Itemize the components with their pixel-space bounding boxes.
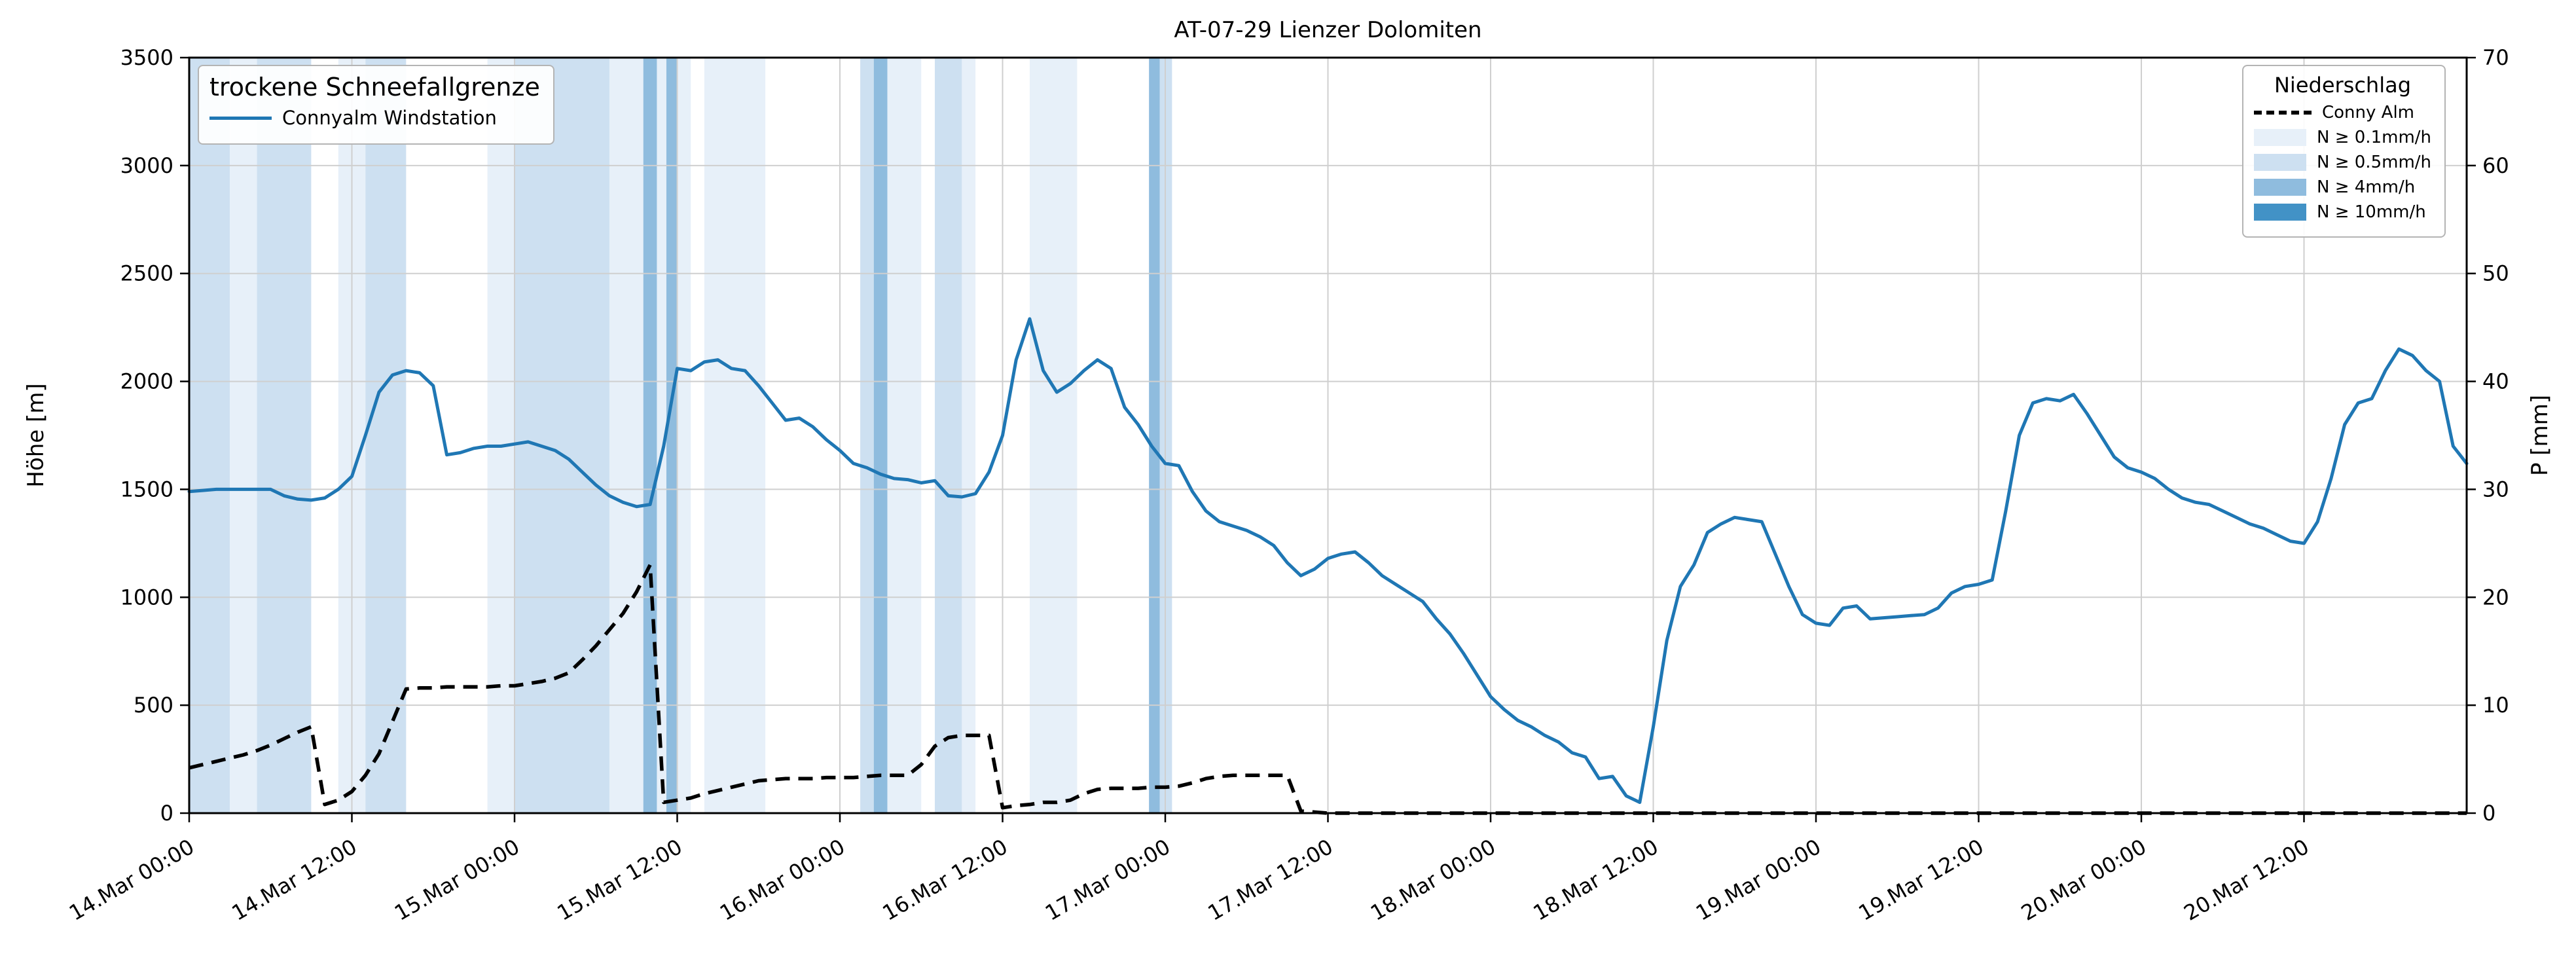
y-axis-label-left: Höhe [m]: [23, 383, 49, 488]
y-left-tick-label: 1000: [120, 585, 173, 610]
y-left-tick-label: 0: [160, 801, 173, 826]
x-tick-label: 15.Mar 00:00: [390, 834, 524, 926]
precip-band: [230, 58, 257, 813]
x-tick-label: 16.Mar 12:00: [878, 834, 1011, 926]
tick-marks: [180, 56, 2476, 822]
x-tick-label: 20.Mar 00:00: [2017, 834, 2150, 926]
legend-entry-label: Connyalm Windstation: [282, 107, 497, 129]
precip-band: [189, 58, 230, 813]
precip-bands: [189, 58, 1172, 813]
y-right-tick-label: 0: [2482, 801, 2495, 826]
y-left-tick-label: 500: [134, 693, 173, 718]
y-left-tick-label: 2500: [120, 261, 173, 286]
precip-band: [1029, 58, 1078, 813]
precip-band: [609, 58, 644, 813]
y-right-tick-label: 40: [2482, 369, 2509, 394]
x-tick-label: 14.Mar 00:00: [65, 834, 198, 926]
legend-entry-label: Conny Alm: [2322, 103, 2415, 122]
precip-band: [860, 58, 874, 813]
legend-precipitation-title: Niederschlag: [2274, 73, 2412, 98]
precip-band: [365, 58, 407, 813]
legend-snowline: trockene Schneefallgrenze Connyalm Winds…: [198, 65, 554, 145]
legend-entry-connyalm-windstation: Connyalm Windstation: [209, 107, 540, 129]
precip-band: [257, 58, 312, 813]
x-tick-label: 17.Mar 00:00: [1041, 834, 1174, 926]
precip-level-swatch-icon: [2254, 154, 2306, 171]
legend-entry-conny-alm: Conny Alm: [2254, 103, 2431, 122]
y-right-tick-label: 30: [2482, 477, 2509, 502]
precip-band: [962, 58, 976, 813]
x-tick-label: 16.Mar 00:00: [716, 834, 849, 926]
precip-band: [1159, 58, 1172, 813]
precip-band: [643, 58, 657, 813]
y-right-tick-label: 10: [2482, 693, 2509, 718]
x-tick-label: 19.Mar 12:00: [1854, 834, 1987, 926]
legend-precipitation: Niederschlag Conny Alm N ≥ 0.1mm/h N ≥ 0…: [2242, 65, 2446, 238]
precip-band: [704, 58, 766, 813]
precip-band: [487, 58, 515, 813]
precip-band: [677, 58, 691, 813]
x-tick-label: 14.Mar 12:00: [227, 834, 361, 926]
solid-line-sample-icon: [209, 116, 272, 120]
precip-level-swatch-icon: [2254, 129, 2306, 146]
y-right-tick-label: 20: [2482, 585, 2509, 610]
x-tick-label: 20.Mar 12:00: [2179, 834, 2313, 926]
y-right-tick-label: 70: [2482, 45, 2509, 70]
precip-band: [887, 58, 922, 813]
y-left-tick-label: 2000: [120, 369, 173, 394]
precip-level-swatch-icon: [2254, 179, 2306, 196]
chart-title: AT-07-29 Lienzer Dolomiten: [1174, 17, 1482, 43]
y-right-tick-label: 60: [2482, 153, 2509, 178]
tick-labels: 14.Mar 00:00 14.Mar 12:00 15.Mar 00:00 15.M…: [65, 45, 2509, 926]
x-tick-label: 19.Mar 00:00: [1692, 834, 1825, 926]
legend-entry-label: N ≥ 0.5mm/h: [2317, 153, 2432, 172]
precip-band: [873, 58, 888, 813]
y-left-tick-label: 3000: [120, 153, 173, 178]
legend-snowline-title: trockene Schneefallgrenze: [209, 73, 540, 101]
y-right-tick-label: 50: [2482, 261, 2509, 286]
x-tick-label: 18.Mar 12:00: [1529, 834, 1662, 926]
legend-entry-n-0.5: N ≥ 0.5mm/h: [2254, 153, 2431, 172]
y-axis-label-right: P [mm]: [2527, 394, 2553, 477]
precip-level-swatch-icon: [2254, 204, 2306, 221]
precip-band: [934, 58, 962, 813]
legend-entry-label: N ≥ 0.1mm/h: [2317, 128, 2432, 147]
x-tick-label: 17.Mar 12:00: [1203, 834, 1337, 926]
precip-band: [666, 58, 678, 813]
precip-band: [515, 58, 609, 813]
legend-entry-n-10: N ≥ 10mm/h: [2254, 202, 2431, 222]
x-tick-label: 15.Mar 12:00: [553, 834, 686, 926]
precip-band: [657, 58, 666, 813]
legend-entry-label: N ≥ 10mm/h: [2317, 202, 2426, 222]
legend-entry-n-4: N ≥ 4mm/h: [2254, 177, 2431, 197]
legend-entry-n-0.1: N ≥ 0.1mm/h: [2254, 128, 2431, 147]
x-tick-label: 18.Mar 00:00: [1366, 834, 1500, 926]
snowline-series-line: [187, 317, 2469, 804]
y-left-tick-label: 3500: [120, 45, 173, 70]
dashed-line-sample-icon: [2254, 111, 2312, 115]
y-left-tick-label: 1500: [120, 477, 173, 502]
precip-band: [1149, 58, 1160, 813]
legend-entry-label: N ≥ 4mm/h: [2317, 177, 2416, 197]
